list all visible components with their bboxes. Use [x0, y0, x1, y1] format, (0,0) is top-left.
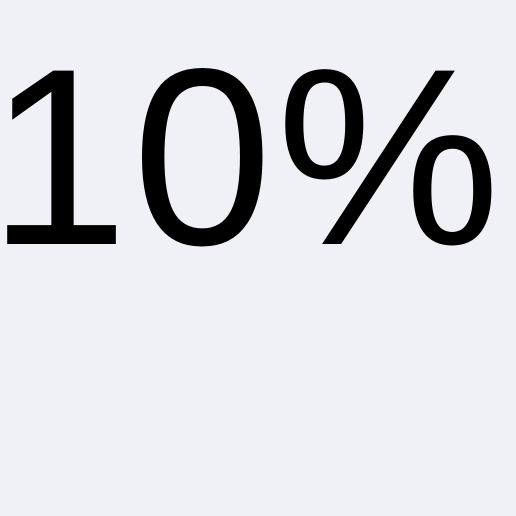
percent-readout: 10% [0, 17, 505, 298]
